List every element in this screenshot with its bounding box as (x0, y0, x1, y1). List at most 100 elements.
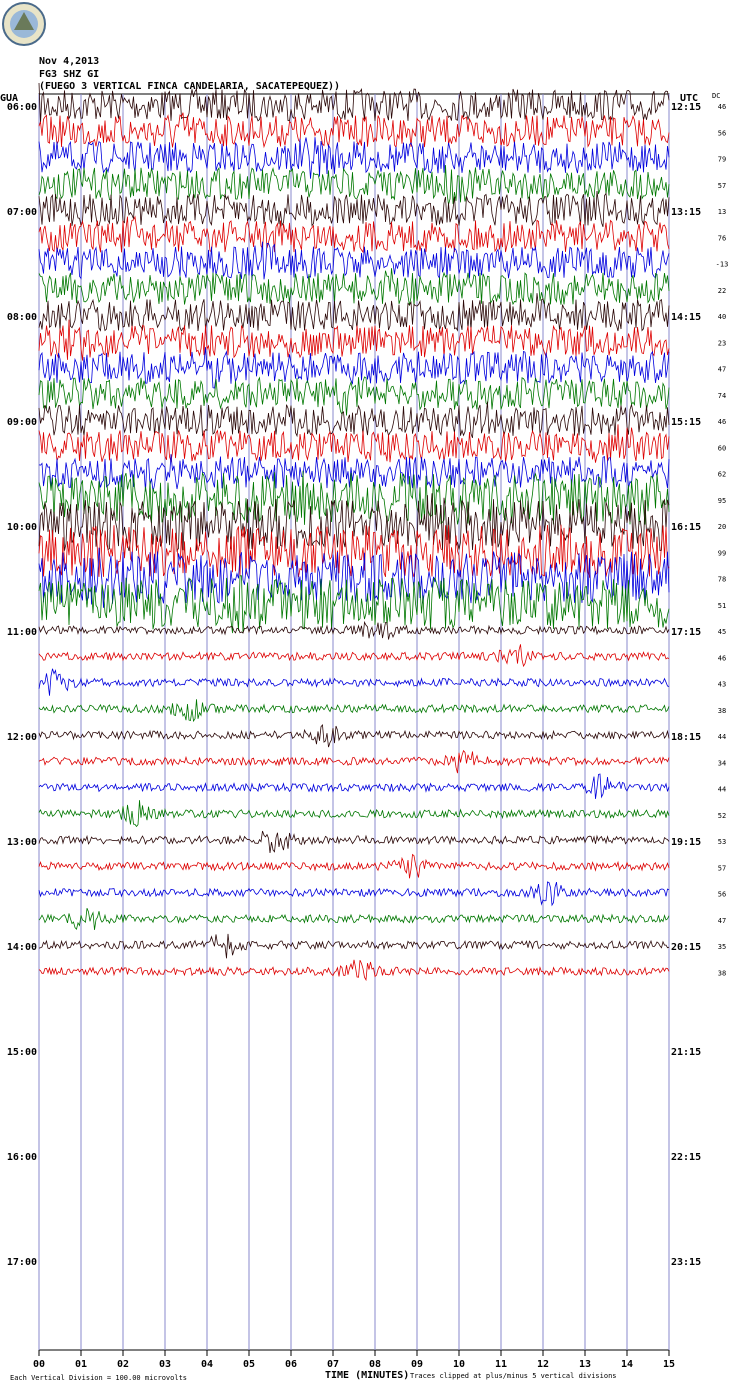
dc-value: 51 (718, 602, 726, 610)
x-tick-label: 06 (285, 1359, 297, 1370)
x-tick-label: 10 (453, 1359, 465, 1370)
trace (38, 190, 670, 228)
left-time-label: 14:00 (7, 942, 37, 953)
x-tick-label: 08 (369, 1359, 381, 1370)
trace (38, 424, 670, 463)
trace (38, 959, 670, 982)
right-time-label: 15:15 (671, 417, 701, 428)
left-time-label: 13:00 (7, 837, 37, 848)
dc-value: 47 (718, 366, 726, 374)
trace (38, 620, 670, 640)
dc-value: 57 (718, 182, 726, 190)
trace (38, 376, 670, 417)
dc-value: -13 (716, 261, 729, 269)
left-time-label: 17:00 (7, 1257, 37, 1268)
trace (38, 164, 670, 205)
dc-value: 56 (718, 891, 726, 899)
trace (38, 800, 670, 828)
dc-value: 74 (718, 392, 726, 400)
right-time-label: 12:15 (671, 102, 701, 113)
x-tick-label: 09 (411, 1359, 423, 1370)
dc-value: 57 (718, 864, 726, 872)
trace (38, 293, 670, 332)
x-axis-title: TIME (MINUTES) (325, 1370, 409, 1381)
dc-value: 38 (718, 969, 726, 977)
left-time-label: 16:00 (7, 1152, 37, 1163)
right-time-label: 22:15 (671, 1152, 701, 1163)
dc-value: 62 (718, 471, 726, 479)
x-tick-label: 00 (33, 1359, 45, 1370)
dc-value: 53 (718, 838, 726, 846)
right-time-label: 17:15 (671, 627, 701, 638)
trace (38, 575, 670, 634)
right-time-label: 13:15 (671, 207, 701, 218)
left-time-label: 12:00 (7, 732, 37, 743)
right-time-label: 16:15 (671, 522, 701, 533)
x-tick-label: 05 (243, 1359, 255, 1370)
logo (2, 2, 46, 46)
location: (FUEGO 3 VERTICAL FINCA CANDELARIA, SACA… (39, 81, 340, 92)
dc-value: 78 (718, 576, 726, 584)
dc-value: 52 (718, 812, 726, 820)
left-time-label: 09:00 (7, 417, 37, 428)
left-time-label: 15:00 (7, 1047, 37, 1058)
trace (38, 347, 670, 389)
dc-value: 22 (718, 287, 726, 295)
dc-value: 60 (718, 444, 726, 452)
trace (38, 773, 670, 799)
trace (38, 454, 670, 492)
right-time-label: 20:15 (671, 942, 701, 953)
x-tick-label: 11 (495, 1359, 507, 1370)
trace (38, 524, 670, 578)
trace (38, 241, 670, 281)
trace (38, 112, 670, 149)
dc-value: 13 (718, 208, 726, 216)
trace (38, 699, 670, 723)
left-time-label: 07:00 (7, 207, 37, 218)
right-axis-title: UTC (680, 93, 698, 104)
footer-scale: Each Vertical Division = 100.00 microvol… (10, 1374, 187, 1382)
trace (38, 644, 670, 668)
trace (38, 319, 670, 361)
dc-value: 79 (718, 156, 726, 164)
x-tick-label: 13 (579, 1359, 591, 1370)
trace (38, 493, 670, 552)
trace (38, 470, 670, 525)
dc-value: 40 (718, 313, 726, 321)
dc-value: 76 (718, 234, 726, 242)
x-tick-label: 03 (159, 1359, 171, 1370)
trace (38, 749, 670, 774)
dc-value: 46 (718, 654, 726, 662)
trace (38, 830, 670, 853)
footer-clip: Traces clipped at plus/minus 5 vertical … (410, 1372, 617, 1380)
trace (38, 853, 670, 879)
dc-value: 56 (718, 129, 726, 137)
trace (38, 268, 670, 306)
right-time-label: 21:15 (671, 1047, 701, 1058)
dc-value: 38 (718, 707, 726, 715)
x-tick-label: 12 (537, 1359, 549, 1370)
trace (38, 724, 670, 748)
x-tick-label: 07 (327, 1359, 339, 1370)
dc-value: 35 (718, 943, 726, 951)
x-tick-label: 14 (621, 1359, 633, 1370)
trace (38, 668, 670, 696)
left-time-label: 08:00 (7, 312, 37, 323)
x-tick-label: 01 (75, 1359, 87, 1370)
dc-value: 45 (718, 628, 726, 636)
dc-value: 47 (718, 917, 726, 925)
dc-value: 43 (718, 681, 726, 689)
dc-value: 34 (718, 759, 726, 767)
trace (38, 547, 670, 608)
dc-value: 46 (718, 418, 726, 426)
trace (38, 401, 670, 439)
x-tick-label: 02 (117, 1359, 129, 1370)
dc-title: DC (712, 92, 720, 100)
trace (38, 908, 670, 931)
right-time-label: 14:15 (671, 312, 701, 323)
trace (38, 933, 670, 959)
dc-value: 44 (718, 786, 726, 794)
trace (38, 137, 670, 179)
